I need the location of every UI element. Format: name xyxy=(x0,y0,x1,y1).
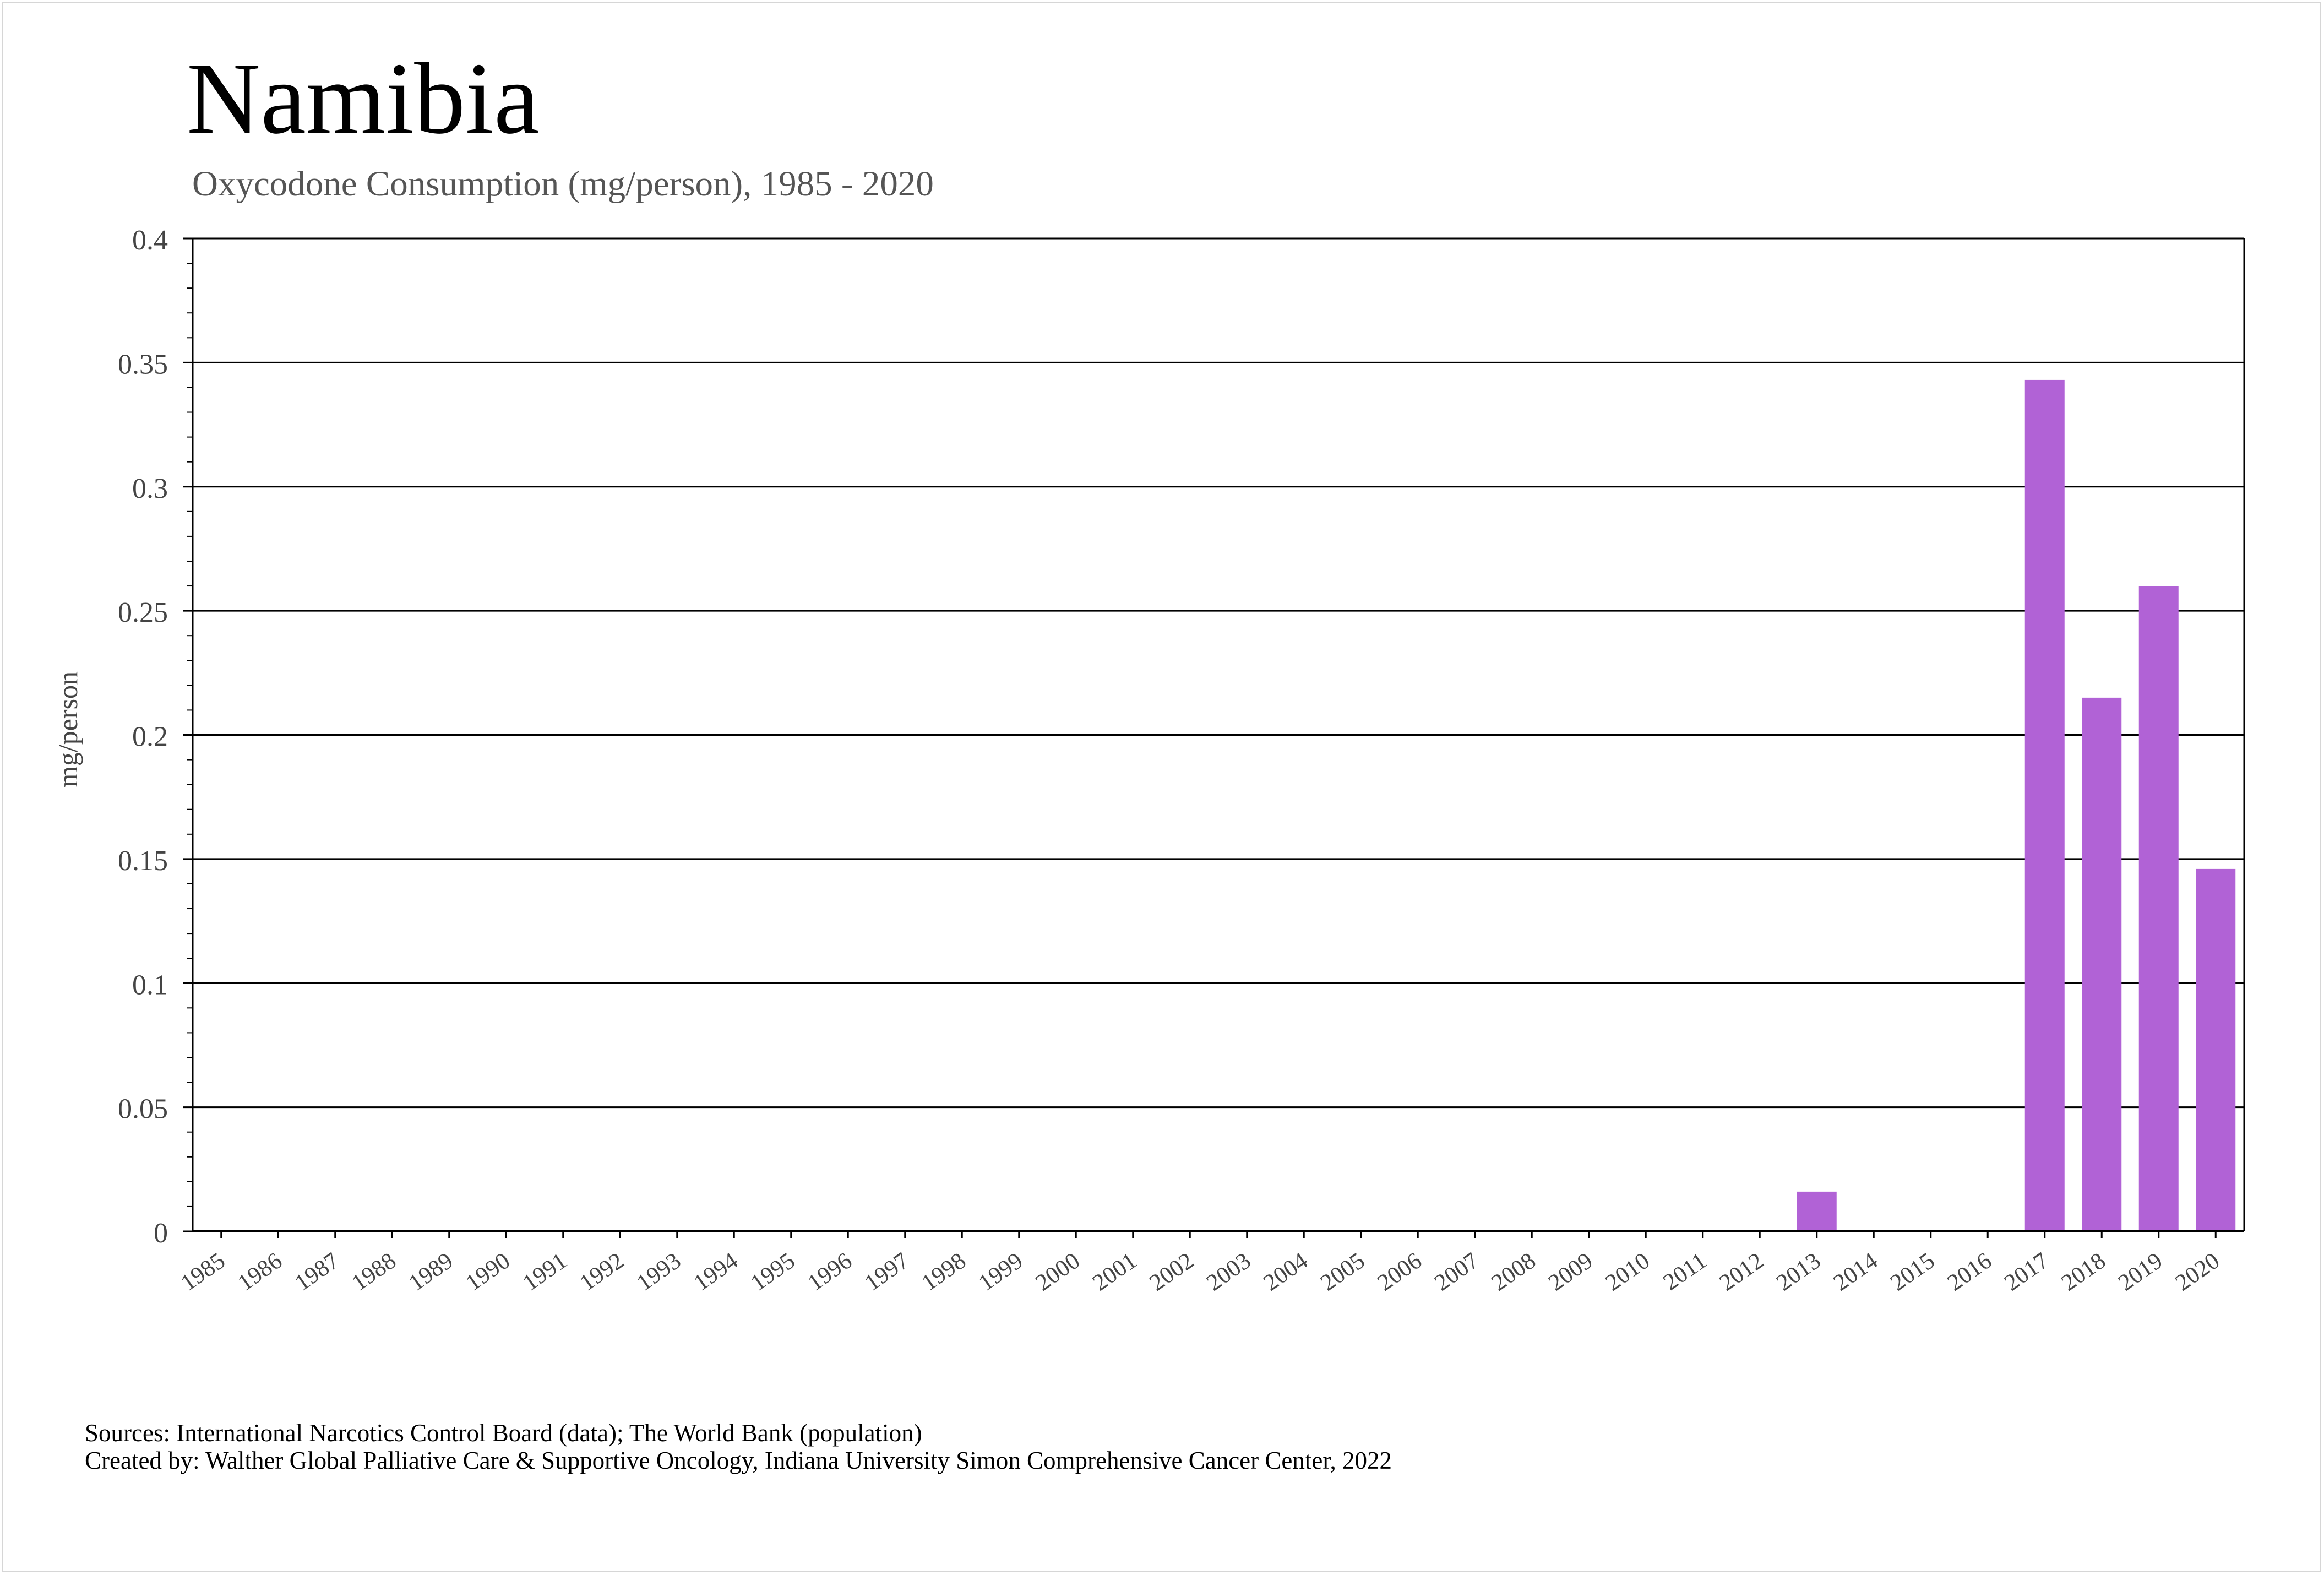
x-tick-label: 2018 xyxy=(2057,1248,2110,1296)
x-tick-label: 2009 xyxy=(1544,1248,1597,1296)
chart-title: Namibia xyxy=(187,42,540,155)
x-tick-label: 1995 xyxy=(746,1248,799,1296)
x-tick-label: 2016 xyxy=(1943,1248,1996,1296)
x-tick-label: 1998 xyxy=(917,1248,971,1296)
x-tick-label: 1991 xyxy=(518,1248,572,1296)
x-tick-label: 1986 xyxy=(233,1248,287,1296)
chart-subtitle: Oxycodone Consumption (mg/person), 1985 … xyxy=(192,164,934,204)
x-tick-label: 2007 xyxy=(1430,1248,1483,1296)
y-tick-label: 0.2 xyxy=(132,721,168,753)
y-tick-label: 0.3 xyxy=(132,473,168,504)
x-tick-label: 1987 xyxy=(290,1248,344,1296)
x-tick-label: 1997 xyxy=(860,1248,913,1296)
bar-2013 xyxy=(1797,1191,1837,1231)
x-tick-label: 1992 xyxy=(575,1248,629,1296)
y-tick-label: 0.4 xyxy=(132,225,168,256)
x-tick-label: 1999 xyxy=(974,1248,1027,1296)
x-tick-label: 2015 xyxy=(1886,1248,1939,1296)
x-tick-label: 1988 xyxy=(347,1248,401,1296)
x-tick-label: 2013 xyxy=(1772,1248,1825,1296)
sources-note: Sources: International Narcotics Control… xyxy=(85,1419,922,1447)
x-tick-label: 1996 xyxy=(803,1248,857,1296)
x-tick-label: 2012 xyxy=(1715,1248,1768,1296)
x-tick-label: 2008 xyxy=(1487,1248,1541,1296)
y-tick-label: 0.05 xyxy=(118,1094,168,1125)
bar-2018 xyxy=(2082,697,2122,1231)
x-tick-label: 1985 xyxy=(176,1248,230,1296)
bar-2017 xyxy=(2024,379,2065,1231)
x-tick-label: 1994 xyxy=(689,1248,743,1296)
bar-2019 xyxy=(2138,586,2179,1231)
credits-note: Created by: Walther Global Palliative Ca… xyxy=(85,1447,1392,1474)
y-axis-label: mg/person xyxy=(52,671,83,788)
x-tick-label: 1993 xyxy=(632,1248,685,1296)
x-tick-label: 2011 xyxy=(1658,1248,1711,1296)
x-tick-label: 1990 xyxy=(461,1248,515,1296)
x-tick-label: 2019 xyxy=(2114,1248,2167,1296)
x-tick-label: 1989 xyxy=(404,1248,458,1296)
x-tick-label: 2014 xyxy=(1829,1248,1882,1296)
x-tick-label: 2002 xyxy=(1145,1248,1199,1296)
y-tick-label: 0.25 xyxy=(118,597,168,628)
x-tick-label: 2020 xyxy=(2171,1248,2224,1296)
y-tick-label: 0.1 xyxy=(132,969,168,1001)
bar-2020 xyxy=(2196,868,2236,1231)
x-tick-label: 2004 xyxy=(1259,1248,1313,1296)
y-tick-label: 0.35 xyxy=(118,349,168,380)
x-tick-label: 2005 xyxy=(1316,1248,1369,1296)
y-tick-label: 0 xyxy=(154,1218,168,1249)
y-tick-label: 0.15 xyxy=(118,845,168,877)
x-tick-label: 2000 xyxy=(1031,1248,1085,1296)
x-tick-label: 2017 xyxy=(2000,1248,2053,1296)
x-tick-label: 2001 xyxy=(1088,1248,1141,1296)
x-tick-label: 2003 xyxy=(1202,1248,1255,1296)
x-tick-label: 2006 xyxy=(1373,1248,1427,1296)
x-tick-label: 2010 xyxy=(1601,1248,1654,1296)
